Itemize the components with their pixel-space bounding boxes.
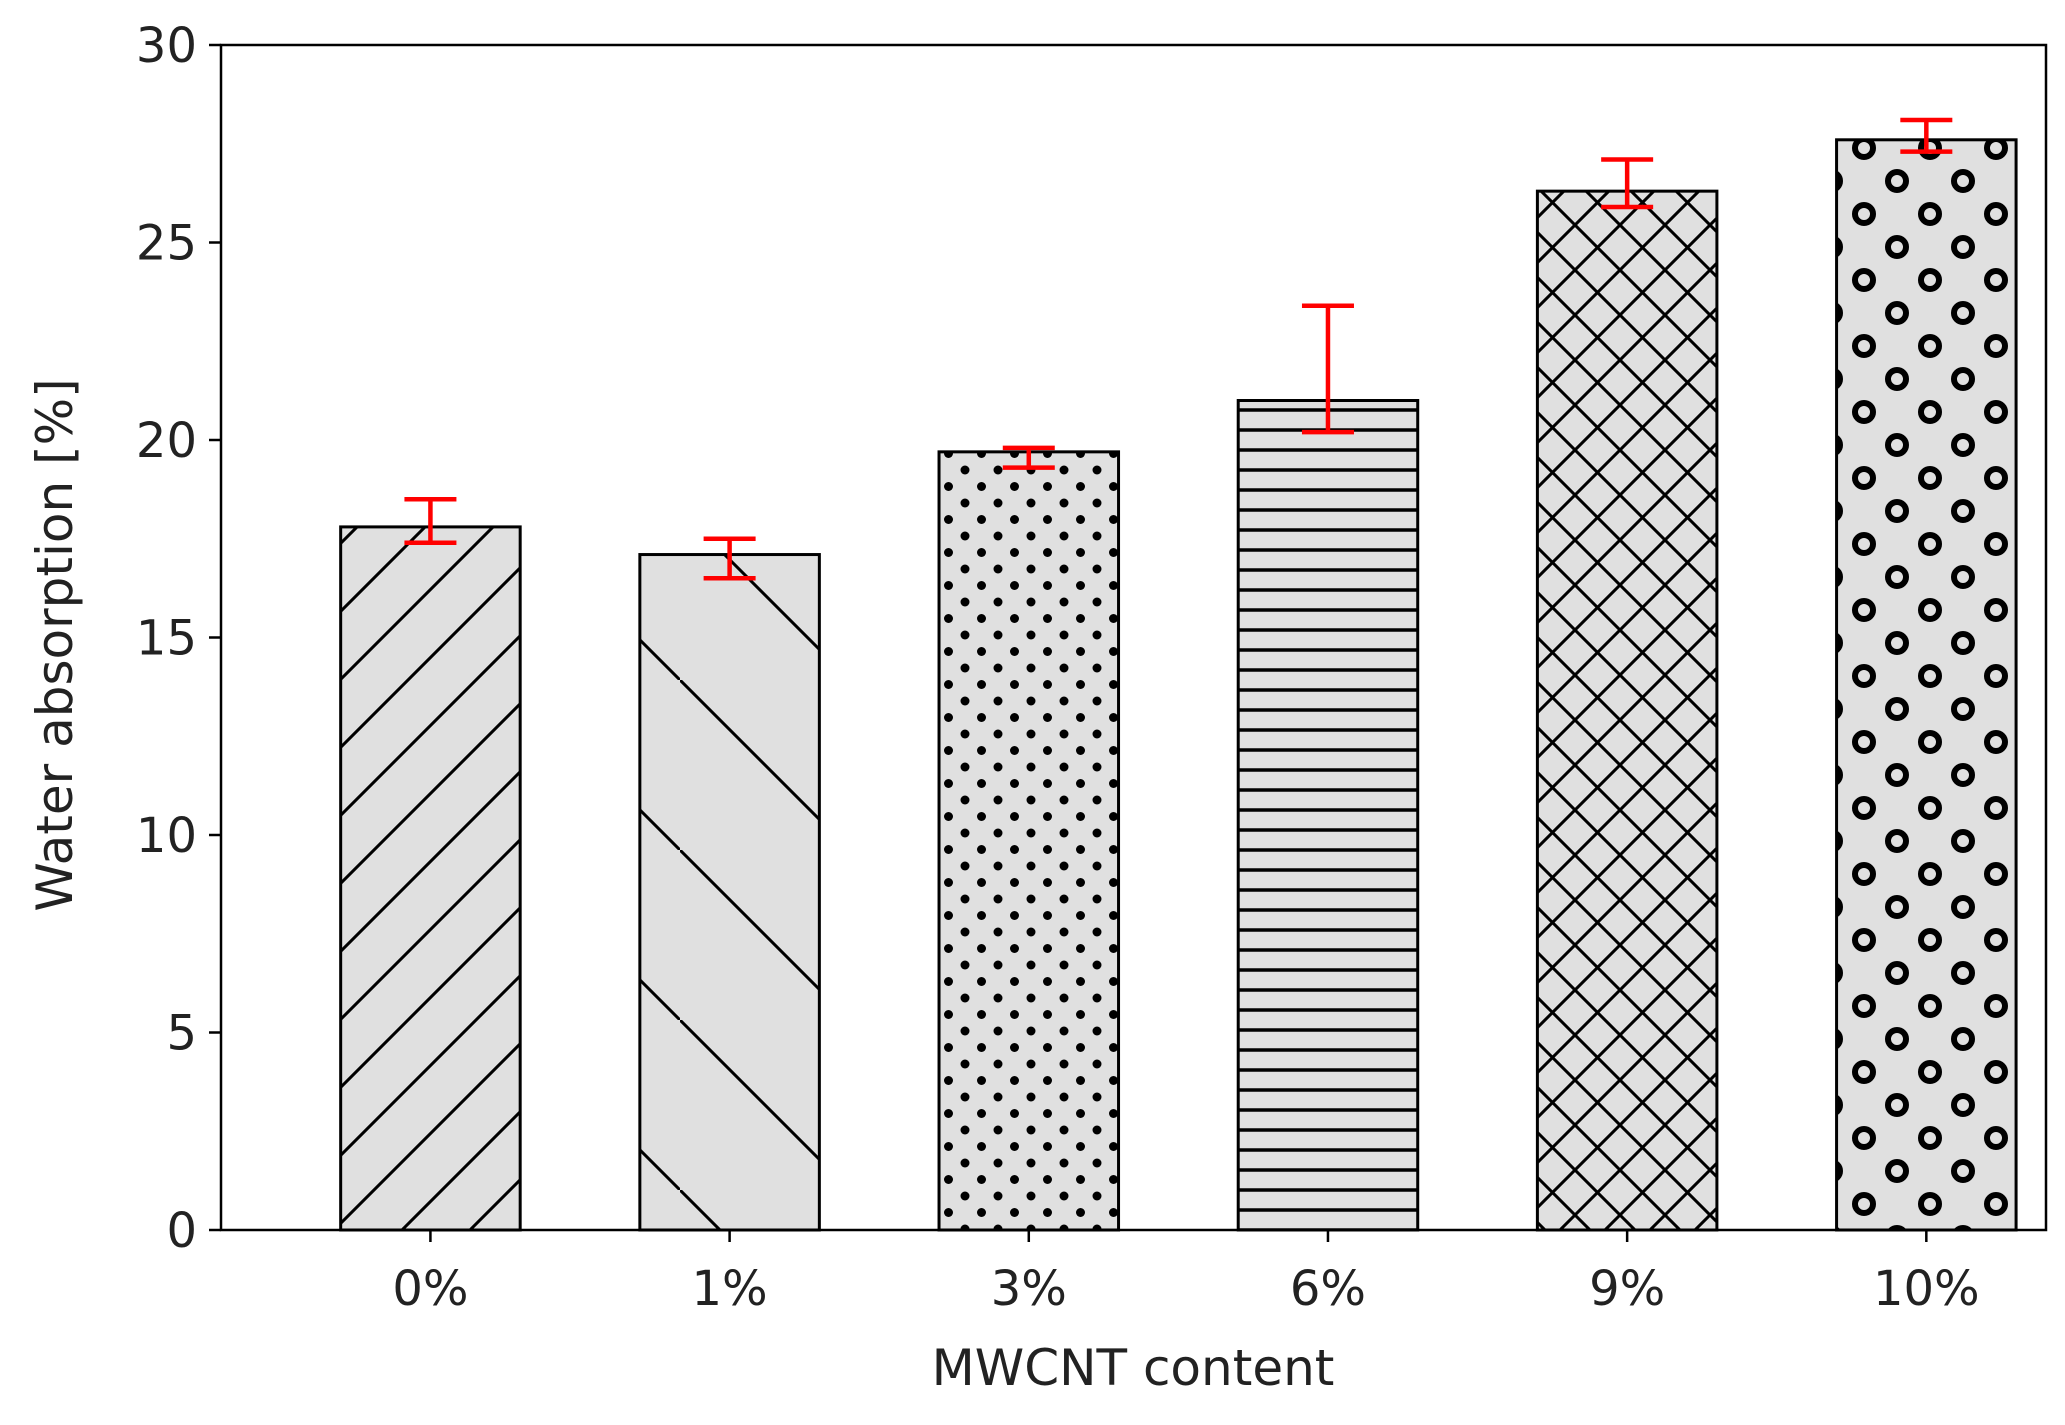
- x-tick-label: 6%: [1290, 1261, 1366, 1317]
- x-tick-label: 9%: [1589, 1261, 1665, 1317]
- y-tick-label: 5: [166, 1006, 197, 1062]
- error-bar-6: [1900, 117, 1953, 154]
- y-tick-label: 20: [136, 413, 197, 469]
- bars-layer: [339, 138, 2018, 1232]
- error-bar-3: [1002, 445, 1055, 470]
- error-bar-4: [1301, 303, 1354, 435]
- bar-1: [339, 525, 522, 1232]
- error-bars-layer: [404, 117, 1953, 581]
- error-bar-5: [1601, 157, 1654, 210]
- x-axis-label: MWCNT content: [932, 1339, 1335, 1397]
- y-axis-label: Water absorption [%]: [26, 378, 84, 911]
- y-tick-label: 0: [166, 1203, 197, 1259]
- error-bar-1: [404, 497, 457, 545]
- x-axis: 0% 1% 3% 6% 9% 10%: [392, 1230, 1980, 1317]
- bar-3: [937, 450, 1121, 1232]
- x-tick-label: 0%: [392, 1261, 468, 1317]
- y-tick-label: 30: [136, 18, 197, 74]
- x-tick-label: 3%: [991, 1261, 1067, 1317]
- bar-4: [1236, 399, 1420, 1232]
- x-tick-label: 10%: [1873, 1261, 1980, 1317]
- bar-2: [638, 553, 821, 1232]
- x-tick-label: 1%: [692, 1261, 768, 1317]
- y-tick-label: 10: [136, 808, 197, 864]
- y-tick-label: 15: [136, 611, 197, 667]
- y-axis: 0 5 10 15 20 25 30: [136, 18, 221, 1259]
- y-tick-label: 25: [136, 216, 197, 272]
- bar-5: [1535, 189, 1719, 1232]
- error-bar-2: [703, 536, 756, 581]
- bar-6: [1835, 138, 2018, 1232]
